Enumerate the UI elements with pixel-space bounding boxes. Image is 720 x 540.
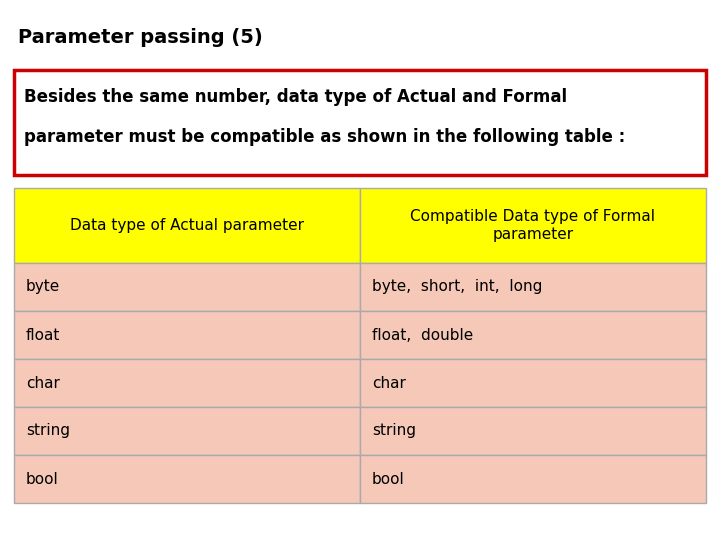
Text: bool: bool <box>372 471 405 487</box>
Text: string: string <box>372 423 416 438</box>
Text: Data type of Actual parameter: Data type of Actual parameter <box>70 218 304 233</box>
Text: byte,  short,  int,  long: byte, short, int, long <box>372 280 542 294</box>
Text: string: string <box>26 423 70 438</box>
Text: bool: bool <box>26 471 59 487</box>
Bar <box>360 455 706 503</box>
Bar <box>14 263 360 311</box>
Text: float,  double: float, double <box>372 327 473 342</box>
Text: char: char <box>372 375 406 390</box>
Bar <box>14 70 706 175</box>
Bar <box>360 263 706 311</box>
Bar <box>14 359 360 407</box>
Bar <box>14 407 360 455</box>
Text: float: float <box>26 327 60 342</box>
Bar <box>14 455 360 503</box>
Bar <box>360 407 706 455</box>
Text: char: char <box>26 375 60 390</box>
Text: Parameter passing (5): Parameter passing (5) <box>18 28 263 47</box>
Text: parameter must be compatible as shown in the following table :: parameter must be compatible as shown in… <box>24 128 625 146</box>
Text: Besides the same number, data type of Actual and Formal: Besides the same number, data type of Ac… <box>24 88 567 106</box>
Bar <box>360 311 706 359</box>
Bar <box>360 188 706 263</box>
Text: Compatible Data type of Formal
parameter: Compatible Data type of Formal parameter <box>410 210 655 242</box>
Bar <box>360 359 706 407</box>
Text: byte: byte <box>26 280 60 294</box>
Bar <box>14 311 360 359</box>
Bar <box>14 188 360 263</box>
